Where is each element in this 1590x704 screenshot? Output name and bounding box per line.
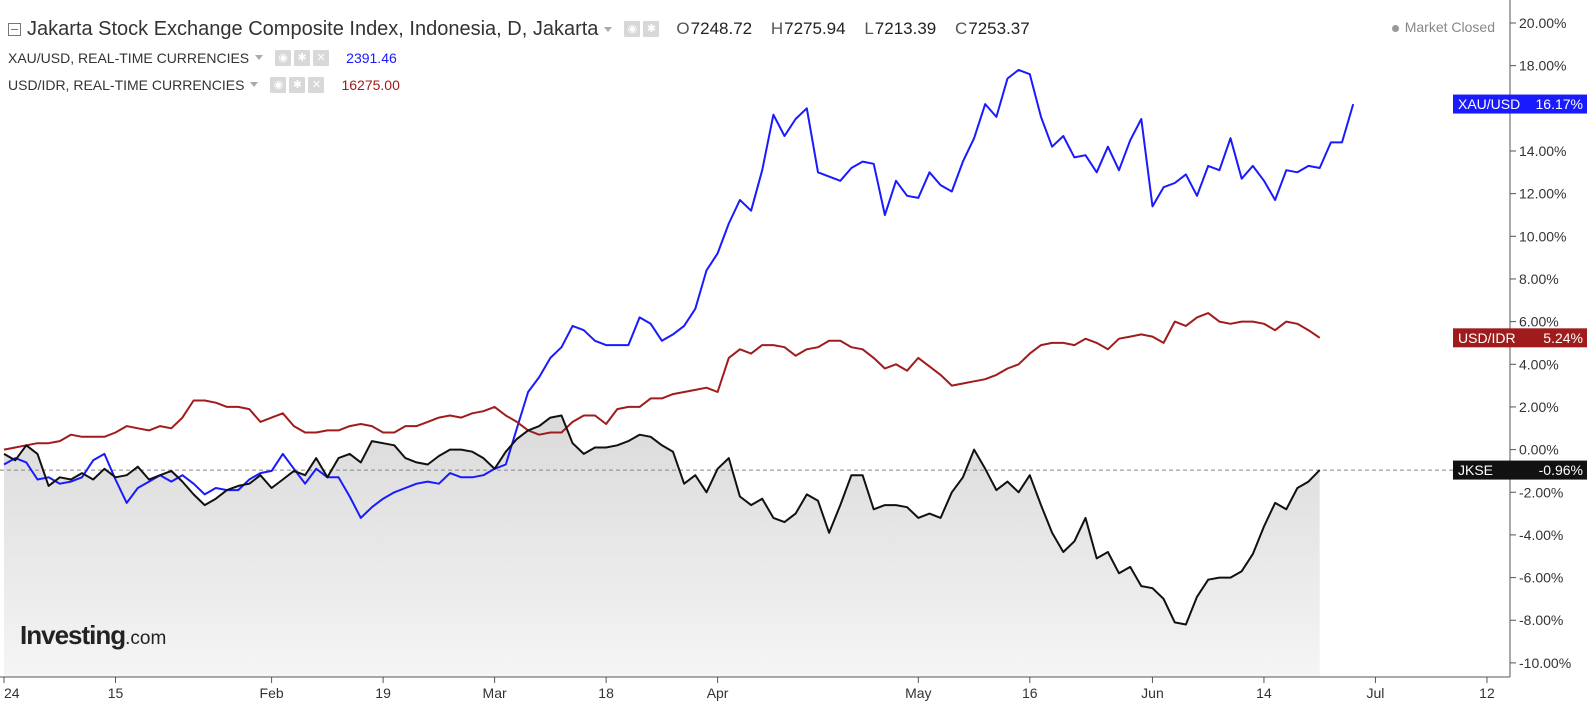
- y-tick-label: 14.00%: [1519, 143, 1566, 159]
- investing-logo: Investing.com: [20, 620, 166, 651]
- x-tick-label: 16: [1022, 685, 1038, 701]
- jkse-area: [4, 415, 1320, 677]
- x-tick-label: 18: [598, 685, 614, 701]
- open-value: 7248.72: [690, 19, 753, 38]
- y-tick-label: -6.00%: [1519, 570, 1563, 586]
- legend-main-row: Jakarta Stock Exchange Composite Index, …: [8, 14, 1044, 44]
- end-label-value: 16.17%: [1536, 96, 1583, 112]
- x-tick-label: 14: [1256, 685, 1272, 701]
- y-tick-label: -10.00%: [1519, 655, 1571, 671]
- eye-icon[interactable]: ◉: [270, 76, 287, 93]
- close-value: 7253.37: [968, 19, 1030, 38]
- x-tick-label: Jul: [1366, 685, 1384, 701]
- status-dot-icon: [1391, 24, 1399, 32]
- y-tick-label: 20.00%: [1519, 15, 1566, 31]
- end-label-name: XAU/USD: [1458, 96, 1520, 112]
- eye-icon[interactable]: ◉: [624, 21, 641, 37]
- gear-icon[interactable]: ✱: [289, 76, 306, 93]
- x-tick-label: Jun: [1141, 685, 1164, 701]
- gear-icon[interactable]: ✱: [294, 49, 311, 66]
- x-tick-label: May: [905, 685, 931, 701]
- end-label-value: -0.96%: [1539, 462, 1583, 478]
- market-status-text: Market Closed: [1404, 19, 1495, 35]
- end-label-box: [1453, 328, 1587, 348]
- collapse-icon[interactable]: [8, 22, 21, 36]
- y-tick-label: 10.00%: [1519, 228, 1566, 244]
- end-label-box: [1453, 460, 1587, 480]
- series-line-jkse: [3, 414, 1321, 626]
- series-line-xau: [3, 68, 1355, 519]
- x-tick-label: 24: [4, 685, 20, 701]
- series-end-label-xau: XAU/USD 16.17%: [1453, 94, 1587, 114]
- x-tick-label: Mar: [483, 685, 507, 701]
- legend-idr-label: USD/IDR, REAL-TIME CURRENCIES: [8, 76, 245, 93]
- y-tick-label: 8.00%: [1519, 271, 1559, 287]
- chevron-down-icon[interactable]: [250, 82, 259, 87]
- end-label-box: [1453, 94, 1587, 114]
- end-label-value: 5.24%: [1543, 330, 1583, 346]
- gear-icon[interactable]: ✱: [643, 21, 660, 37]
- y-tick-label: 18.00%: [1519, 58, 1566, 74]
- legend-xau-label: XAU/USD, REAL-TIME CURRENCIES: [8, 49, 250, 66]
- end-label-name: USD/IDR: [1458, 330, 1516, 346]
- series-line-idr: [3, 312, 1321, 451]
- y-tick-label: 12.00%: [1519, 186, 1566, 202]
- x-tick-label: Apr: [707, 685, 729, 701]
- chevron-down-icon[interactable]: [604, 26, 613, 32]
- market-status: Market Closed: [1391, 19, 1495, 35]
- close-icon[interactable]: ✕: [308, 76, 325, 93]
- legend-idr-value: 16275.00: [341, 76, 400, 93]
- y-tick-label: 2.00%: [1519, 399, 1559, 415]
- legend-idr-row: USD/IDR, REAL-TIME CURRENCIES ◉ ✱ ✕ 1627…: [8, 71, 1044, 98]
- high-value: 7275.94: [784, 19, 846, 38]
- y-tick-label: 4.00%: [1519, 356, 1559, 372]
- chevron-down-icon[interactable]: [255, 55, 264, 60]
- y-tick-label: 6.00%: [1519, 314, 1559, 330]
- y-tick-label: -4.00%: [1519, 527, 1563, 543]
- y-tick-label: -8.00%: [1519, 612, 1563, 628]
- series-end-label-idr: USD/IDR 5.24%: [1453, 328, 1587, 348]
- close-icon[interactable]: ✕: [313, 49, 330, 66]
- logo-bold: Investing: [20, 620, 126, 650]
- x-tick-label: Feb: [260, 685, 284, 701]
- end-label-name: JKSE: [1458, 462, 1493, 478]
- x-tick-label: 12: [1479, 685, 1495, 701]
- legend-xau-value: 2391.46: [346, 49, 397, 66]
- series-end-label-jkse: JKSE -0.96%: [1453, 460, 1587, 480]
- low-value: 7213.39: [874, 19, 937, 38]
- ohlc-values: O7248.72 H7275.94 L7213.39 C7253.37: [676, 19, 1030, 38]
- y-tick-label: 0.00%: [1519, 442, 1559, 458]
- legend-xau-row: XAU/USD, REAL-TIME CURRENCIES ◉ ✱ ✕ 2391…: [8, 44, 1044, 71]
- logo-suffix: .com: [125, 628, 167, 649]
- eye-icon[interactable]: ◉: [275, 49, 292, 66]
- legend-main-title: Jakarta Stock Exchange Composite Index, …: [27, 17, 599, 40]
- chart-legend: Jakarta Stock Exchange Composite Index, …: [8, 14, 1044, 98]
- y-tick-label: -2.00%: [1519, 484, 1563, 500]
- x-tick-label: 15: [108, 685, 124, 701]
- x-tick-label: 19: [375, 685, 391, 701]
